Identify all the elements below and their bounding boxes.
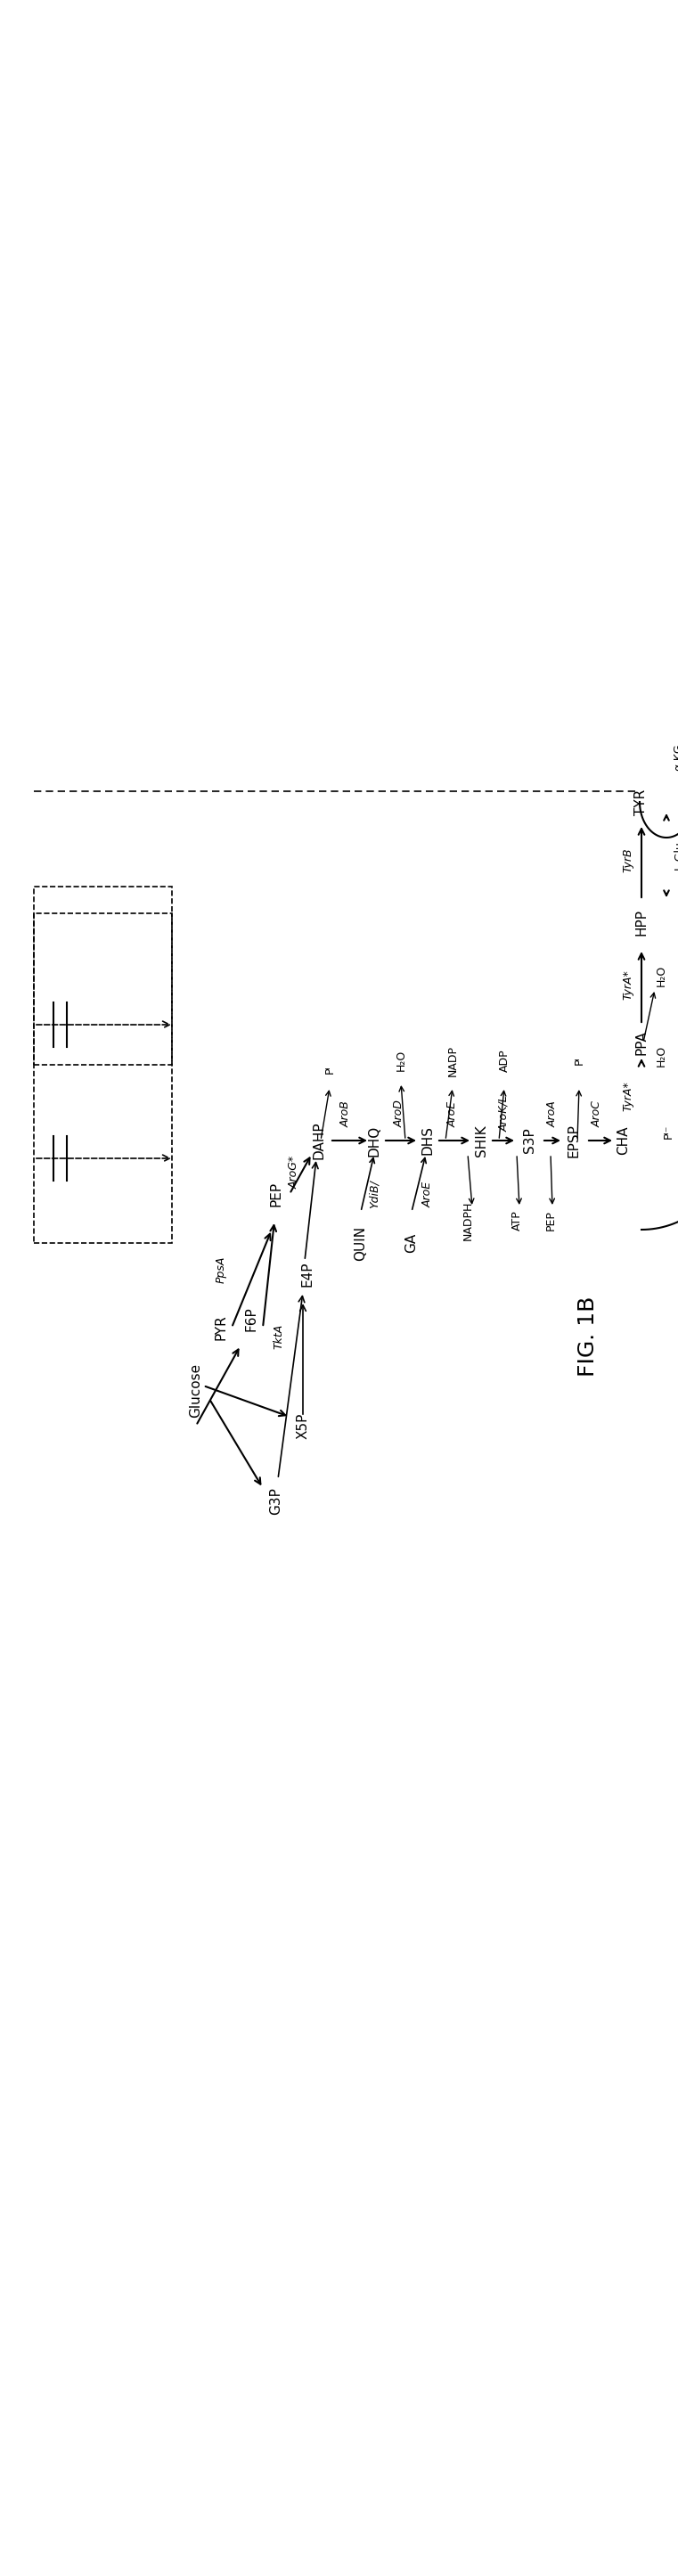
Text: FIG. 1B: FIG. 1B bbox=[578, 1296, 599, 1376]
Text: DHQ: DHQ bbox=[367, 1126, 381, 1157]
Text: NADPH: NADPH bbox=[462, 1200, 473, 1242]
Text: Pᴵ: Pᴵ bbox=[574, 1056, 585, 1064]
Bar bbox=[34, 886, 172, 1064]
Text: AroG*: AroG* bbox=[288, 1154, 300, 1188]
Text: AroE: AroE bbox=[422, 1180, 433, 1208]
Text: AroB: AroB bbox=[340, 1100, 351, 1128]
Text: L-Glu: L-Glu bbox=[673, 840, 678, 871]
Text: ATP: ATP bbox=[511, 1211, 523, 1231]
Text: PPA: PPA bbox=[635, 1030, 648, 1056]
Text: AroK/L: AroK/L bbox=[498, 1095, 510, 1131]
Text: Pᴵ: Pᴵ bbox=[324, 1064, 336, 1074]
Text: YdiB/: YdiB/ bbox=[368, 1180, 380, 1208]
Text: TktA: TktA bbox=[273, 1324, 285, 1350]
Bar bbox=[34, 914, 172, 1244]
Text: PpsA: PpsA bbox=[215, 1257, 226, 1283]
Text: AroD: AroD bbox=[393, 1100, 405, 1128]
Text: G3P: G3P bbox=[270, 1489, 283, 1515]
Text: AroE: AroE bbox=[447, 1100, 458, 1126]
Text: E4P: E4P bbox=[300, 1262, 314, 1288]
Text: Pᴵ⁻: Pᴵ⁻ bbox=[662, 1123, 674, 1139]
Text: TYR: TYR bbox=[635, 788, 648, 814]
Text: H₂O: H₂O bbox=[655, 1046, 667, 1066]
Text: QUIN: QUIN bbox=[354, 1226, 367, 1260]
Text: H₂O: H₂O bbox=[395, 1048, 407, 1072]
Text: S3P: S3P bbox=[523, 1128, 536, 1154]
Text: PEP: PEP bbox=[545, 1211, 557, 1231]
Text: AroC: AroC bbox=[591, 1100, 603, 1128]
Text: NADP: NADP bbox=[447, 1046, 458, 1077]
Text: TyrA*: TyrA* bbox=[622, 1082, 634, 1110]
Text: SHIK: SHIK bbox=[475, 1126, 487, 1157]
Text: Glucose: Glucose bbox=[189, 1363, 203, 1417]
Text: TyrA*: TyrA* bbox=[622, 969, 634, 999]
Text: α-KG: α-KG bbox=[673, 744, 678, 770]
Text: DAHP: DAHP bbox=[313, 1121, 325, 1159]
Text: TyrB: TyrB bbox=[622, 848, 634, 873]
Text: DHS: DHS bbox=[421, 1126, 435, 1154]
Text: PYR: PYR bbox=[214, 1314, 228, 1340]
Text: ADP: ADP bbox=[498, 1048, 510, 1072]
Text: PEP: PEP bbox=[270, 1182, 283, 1206]
Text: CHA: CHA bbox=[617, 1126, 631, 1154]
Text: HPP: HPP bbox=[635, 909, 648, 935]
Text: X5P: X5P bbox=[296, 1412, 310, 1440]
Text: GA: GA bbox=[405, 1234, 418, 1252]
Text: EPSP: EPSP bbox=[567, 1123, 580, 1157]
Text: H₂O: H₂O bbox=[655, 966, 667, 987]
Text: AroA: AroA bbox=[546, 1100, 558, 1128]
Text: F6P: F6P bbox=[245, 1306, 258, 1332]
